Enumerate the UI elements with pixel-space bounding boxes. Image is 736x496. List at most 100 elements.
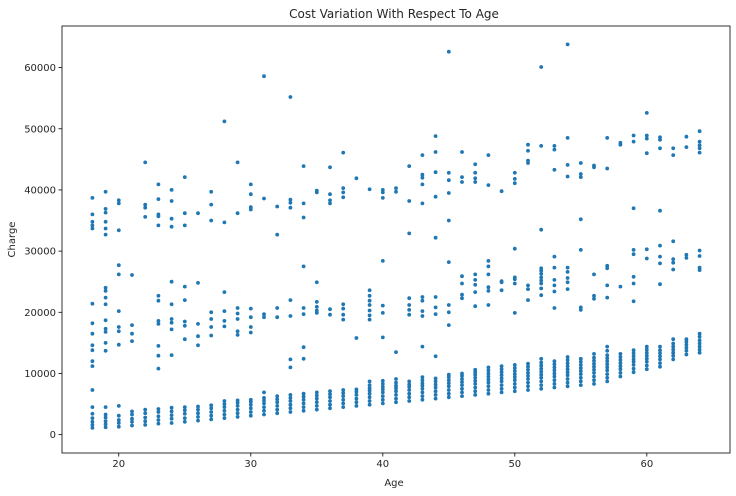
data-point	[512, 281, 517, 286]
data-point	[420, 309, 425, 313]
data-point	[288, 402, 293, 407]
data-point	[473, 393, 478, 397]
data-point	[394, 377, 398, 381]
data-point	[248, 397, 253, 402]
data-point	[235, 333, 240, 337]
data-point	[407, 231, 412, 236]
data-point	[460, 296, 464, 301]
y-tick-label: 60000	[24, 63, 56, 74]
data-point	[526, 377, 530, 381]
data-point	[380, 390, 385, 395]
data-point	[618, 367, 623, 372]
data-point	[526, 364, 530, 369]
data-point	[565, 287, 570, 291]
data-point	[631, 370, 636, 375]
data-point	[578, 379, 583, 384]
data-point	[301, 397, 306, 402]
data-point	[103, 207, 108, 211]
data-point	[486, 374, 491, 379]
data-point	[235, 329, 240, 334]
data-point	[433, 396, 438, 401]
data-point	[380, 196, 385, 200]
data-point	[328, 402, 332, 407]
data-point	[143, 423, 148, 427]
data-point	[407, 382, 412, 387]
data-point	[512, 385, 517, 390]
data-point	[592, 364, 596, 369]
data-point	[433, 385, 438, 390]
data-point	[275, 397, 280, 402]
data-point	[275, 315, 280, 320]
data-point	[618, 374, 623, 379]
data-point	[671, 337, 676, 342]
data-point	[578, 372, 583, 376]
y-axis-label: Charge	[7, 222, 18, 258]
data-point	[341, 302, 346, 307]
data-point	[433, 134, 438, 139]
data-point	[248, 315, 253, 320]
data-point	[631, 357, 636, 362]
data-point	[552, 254, 557, 259]
data-point	[367, 402, 372, 407]
data-point	[697, 139, 702, 144]
data-point	[182, 284, 187, 289]
data-point	[394, 400, 398, 405]
data-point	[512, 366, 517, 370]
data-point	[565, 163, 570, 167]
data-point	[301, 394, 306, 399]
data-point	[446, 378, 451, 383]
data-point	[314, 390, 319, 395]
data-point	[499, 279, 504, 283]
data-point	[446, 218, 451, 223]
data-point	[103, 289, 108, 293]
data-point	[565, 380, 570, 385]
data-point	[526, 142, 530, 147]
data-point	[512, 170, 517, 175]
data-point	[658, 254, 662, 259]
data-point	[592, 371, 596, 375]
data-point	[235, 160, 240, 165]
data-point	[473, 378, 478, 383]
data-point	[394, 396, 398, 401]
data-point	[222, 324, 227, 329]
data-point	[196, 281, 200, 285]
data-point	[341, 150, 346, 155]
data-point	[671, 267, 676, 272]
data-point	[209, 403, 214, 408]
data-point	[539, 275, 544, 280]
data-point	[605, 136, 610, 140]
data-point	[182, 223, 187, 228]
data-point	[341, 401, 346, 406]
data-point	[103, 326, 108, 331]
data-point	[103, 330, 108, 334]
data-point	[631, 206, 636, 211]
data-point	[182, 405, 187, 409]
data-point	[420, 314, 425, 318]
data-point	[552, 385, 557, 390]
data-point	[697, 129, 702, 134]
data-point	[301, 408, 306, 413]
data-point	[499, 367, 504, 372]
data-point	[671, 353, 676, 358]
data-point	[697, 254, 702, 258]
data-point	[578, 356, 583, 361]
data-point	[103, 302, 108, 307]
data-point	[222, 290, 227, 294]
data-point	[460, 274, 464, 279]
data-point	[539, 363, 544, 368]
data-point	[631, 139, 636, 144]
data-point	[103, 295, 108, 300]
data-point	[684, 342, 689, 347]
data-point	[90, 196, 95, 200]
data-point	[90, 223, 95, 228]
data-point	[130, 331, 134, 336]
data-point	[499, 386, 504, 391]
data-point	[499, 379, 504, 384]
data-point	[156, 414, 161, 419]
data-point	[116, 421, 121, 425]
data-point	[658, 146, 662, 151]
chart-title: Cost Variation With Respect To Age	[289, 7, 499, 21]
data-point	[420, 344, 425, 349]
y-tick-label: 20000	[24, 308, 56, 319]
data-point	[130, 412, 134, 417]
